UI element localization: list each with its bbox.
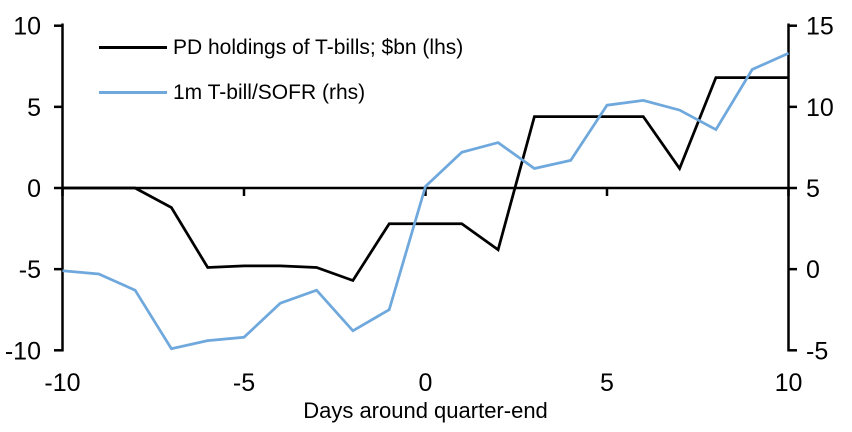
svg-text:10: 10 bbox=[13, 13, 41, 41]
svg-text:5: 5 bbox=[600, 369, 614, 397]
svg-text:-10: -10 bbox=[5, 337, 41, 365]
legend: PD holdings of T-bills; $bn (lhs) 1m T-b… bbox=[99, 25, 463, 115]
svg-text:5: 5 bbox=[806, 175, 820, 203]
svg-text:15: 15 bbox=[806, 13, 834, 41]
svg-text:-5: -5 bbox=[19, 256, 41, 284]
legend-line-sample-black bbox=[99, 46, 167, 49]
svg-text:-10: -10 bbox=[44, 369, 80, 397]
x-axis-title: Days around quarter-end bbox=[303, 398, 548, 423]
legend-item-tbill-sofr: 1m T-bill/SOFR (rhs) bbox=[99, 70, 463, 115]
svg-text:10: 10 bbox=[775, 369, 803, 397]
legend-item-pd-holdings: PD holdings of T-bills; $bn (lhs) bbox=[99, 25, 463, 70]
axis-tick-labels: 10 5 0 -5 -10 15 10 5 0 -5 -10 -5 0 5 10 bbox=[5, 13, 834, 397]
svg-text:10: 10 bbox=[806, 94, 834, 122]
legend-label-tbill-sofr: 1m T-bill/SOFR (rhs) bbox=[173, 80, 366, 104]
svg-text:0: 0 bbox=[419, 369, 433, 397]
svg-text:0: 0 bbox=[806, 256, 820, 284]
svg-text:-5: -5 bbox=[233, 369, 255, 397]
legend-line-sample-blue bbox=[99, 91, 167, 94]
data-series bbox=[62, 52, 790, 351]
svg-text:-5: -5 bbox=[806, 337, 828, 365]
svg-text:0: 0 bbox=[27, 175, 41, 203]
svg-text:5: 5 bbox=[27, 94, 41, 122]
legend-label-pd-holdings: PD holdings of T-bills; $bn (lhs) bbox=[173, 35, 464, 59]
